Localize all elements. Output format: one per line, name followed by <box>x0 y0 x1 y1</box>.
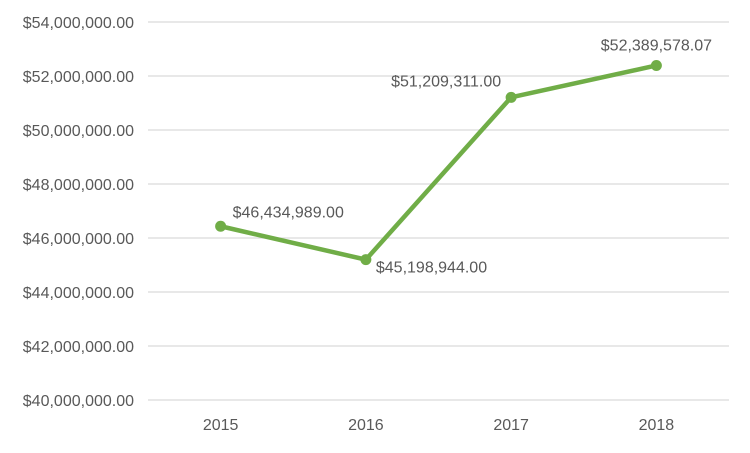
series-line <box>215 59 662 266</box>
data-label: $45,198,944.00 <box>376 260 487 277</box>
y-tick-label: $54,000,000.00 <box>23 15 134 32</box>
data-point-marker <box>215 220 227 232</box>
y-tick-label: $42,000,000.00 <box>23 339 134 356</box>
data-label: $51,209,311.00 <box>391 73 501 90</box>
y-tick-label: $50,000,000.00 <box>23 123 134 140</box>
gridlines <box>148 21 729 401</box>
x-tick-label: 2015 <box>203 417 239 434</box>
y-tick-label: $48,000,000.00 <box>23 177 134 194</box>
series-line-path <box>218 63 659 262</box>
data-point-marker <box>360 254 372 266</box>
x-tick-label: 2017 <box>493 417 529 434</box>
data-point-marker <box>505 91 517 103</box>
data-labels: $46,434,989.00 $45,198,944.00 $51,209,311.… <box>233 37 712 276</box>
data-label: $46,434,989.00 <box>233 204 344 221</box>
y-tick-label: $52,000,000.00 <box>23 69 134 86</box>
x-axis-tick-labels: 2015 2016 2017 2018 <box>203 417 674 434</box>
y-tick-label: $44,000,000.00 <box>23 285 134 302</box>
data-point-marker <box>650 59 662 71</box>
y-tick-label: $46,000,000.00 <box>23 231 134 248</box>
data-label: $52,389,578.07 <box>601 37 712 54</box>
y-axis-tick-labels: $40,000,000.00 $42,000,000.00 $44,000,000.… <box>23 15 134 410</box>
x-tick-label: 2018 <box>639 417 675 434</box>
y-tick-label: $40,000,000.00 <box>23 393 134 410</box>
x-tick-label: 2016 <box>348 417 384 434</box>
